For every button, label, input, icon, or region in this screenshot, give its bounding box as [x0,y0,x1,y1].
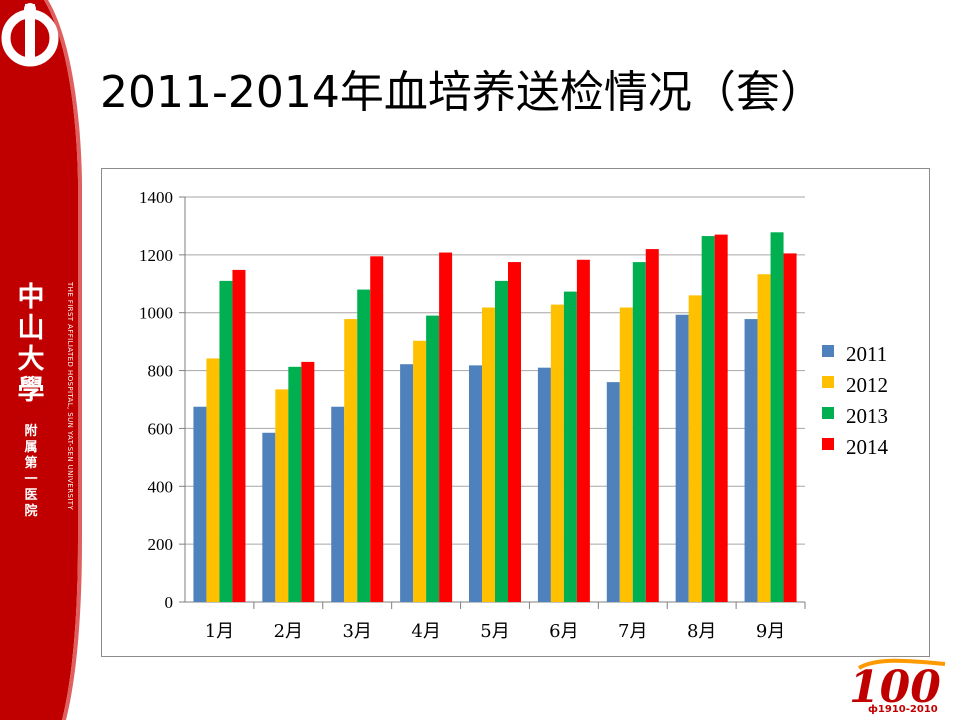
bar-2012-1 [206,358,220,602]
centennial-logo-icon: 100 [849,658,946,713]
bar-2014-5 [508,262,521,602]
centennial-mark-icon: ф [868,704,878,715]
bar-2014-2 [301,361,315,602]
sidebar-swoosh [0,0,82,720]
chart-frame: 0 200 400 600 800 1000 1200 1400 1月 2月 3月 4月 5月 6月 7月 8… [101,168,930,657]
centennial-years: ф1910-2010 [868,704,938,715]
university-name: 中山大學 [17,282,45,406]
bar-2011-6 [537,367,551,602]
bar-2011-7 [606,382,620,602]
bar-2012-9 [757,274,771,602]
bar-2011-8 [675,314,689,602]
legend-label: 2013 [846,404,888,428]
legend-label: 2014 [846,435,889,459]
bar-2014-4 [439,252,453,602]
bar-2013-2 [288,366,302,602]
x-tick-label: 9月 [756,621,785,642]
legend-swatch [822,345,834,357]
bar-2014-1 [232,269,246,602]
x-tick-label: 8月 [687,621,716,642]
bar-2011-9 [744,319,758,602]
bar-2011-1 [193,406,207,602]
x-tick-label: 4月 [411,621,440,642]
bar-2014-6 [576,259,590,602]
x-tick-label: 3月 [342,621,371,642]
sidebar-banner: 中山大學 附属第一医院 THE FIRST AFFILIATED HOSPITA… [0,0,84,720]
bar-2012-3 [344,319,358,602]
legend-label: 2011 [846,342,887,366]
bar-2013-4 [426,315,440,602]
bar-2014-7 [645,249,659,603]
legend-swatch [822,407,834,419]
hospital-subtitle: 附属第一医院 [24,424,38,519]
bar-2012-8 [688,295,702,602]
x-tick-label: 2月 [274,621,303,642]
bar-2012-7 [619,307,633,602]
centennial-number: 100 [849,662,941,713]
centennial-years-text: 1910-2010 [877,704,938,715]
bar-2013-3 [357,289,371,602]
bar-2012-2 [275,389,289,602]
x-tick-label: 1月 [205,621,234,642]
bar-2012-6 [550,304,564,602]
hospital-logo-icon [1,3,59,67]
bar-2013-8 [701,236,715,602]
bar-2013-6 [563,291,577,602]
bar-2014-3 [370,256,384,602]
bar-2014-8 [714,234,728,602]
hospital-english-name: THE FIRST AFFILIATED HOSPITAL, SUN YAT-S… [66,282,74,511]
bar-2013-9 [770,232,784,603]
y-tick-label: 1000 [139,304,173,323]
y-tick-label: 400 [148,477,174,496]
bar-2011-2 [262,432,276,602]
bar-2012-5 [482,307,495,602]
bar-2013-1 [219,280,233,602]
bar-2011-3 [331,406,345,602]
bar-2011-5 [469,365,482,602]
y-tick-label: 1400 [139,188,173,207]
y-tick-label: 800 [148,362,174,381]
bar-2014-9 [783,253,797,602]
bar-2012-4 [413,340,427,602]
y-tick-label: 200 [148,535,174,554]
legend-label: 2012 [846,373,888,397]
legend-swatch [822,438,834,450]
bar-chart: 0 200 400 600 800 1000 1200 1400 1月 2月 3月 4月 5月 6月 7月 8… [139,188,889,642]
y-tick-label: 600 [148,419,174,438]
bar-2013-5 [495,280,508,602]
legend-swatch [822,376,834,388]
x-tick-label: 5月 [480,621,509,642]
bar-2011-4 [400,364,414,602]
bar-2013-7 [632,262,646,602]
y-tick-label: 1200 [139,246,173,265]
x-tick-label: 6月 [549,621,578,642]
slide-title: 2011-2014年血培养送检情况（套） [100,67,824,118]
x-tick-label: 7月 [618,621,647,642]
y-tick-label: 0 [165,593,174,612]
